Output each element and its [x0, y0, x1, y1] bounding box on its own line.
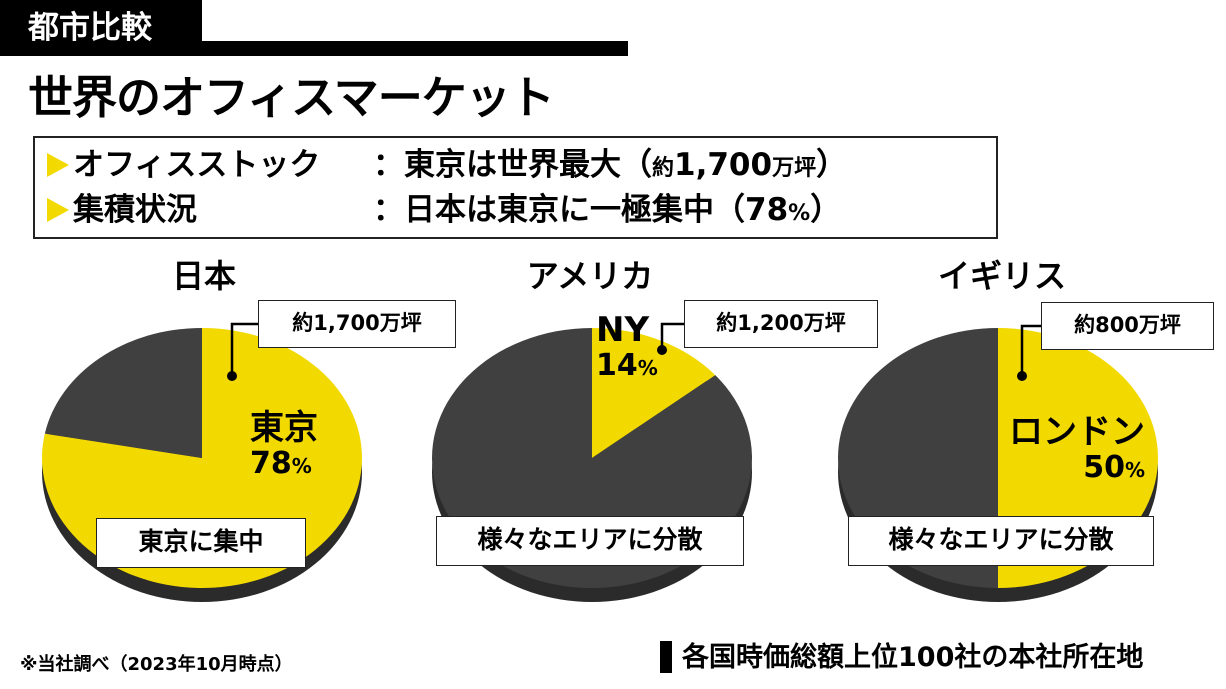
callout-dot-japan	[227, 371, 237, 381]
callout-uk: 約800万坪	[1041, 302, 1214, 350]
summary-value-small: 約	[652, 156, 675, 181]
triangle-bullet-icon	[47, 198, 69, 222]
page-title: 世界のオフィスマーケット	[28, 71, 555, 124]
note-uk: 様々なエリアに分散	[848, 516, 1154, 566]
note-japan: 東京に集中	[96, 518, 306, 568]
callout-usa: 約1,200万坪	[684, 300, 878, 348]
slice-label-tokyo: 東京 78%	[250, 408, 318, 482]
summary-row-stock: オフィスストック ：東京は世界最大（約1,700万坪）	[47, 143, 848, 187]
summary-value-prefix: ：東京は世界最大（	[373, 147, 652, 183]
pie-title-uk: イギリス	[937, 257, 1066, 295]
slice-pct: 14	[596, 348, 638, 384]
summary-row-concentration: 集積状況 ：日本は東京に一極集中（78%）	[47, 188, 842, 232]
summary-label: オフィスストック	[73, 147, 321, 183]
section-tag: 都市比較	[0, 0, 202, 56]
callout-leader-usa	[660, 322, 684, 350]
pie-slice-usa-0	[592, 328, 716, 458]
summary-value-main: 1,700	[674, 147, 773, 183]
slice-name: 東京	[250, 408, 318, 448]
slice-label-london: ロンドン 50%	[1005, 412, 1145, 486]
source-bar-icon	[660, 640, 672, 673]
source-note: 各国時価総額上位100社の本社所在地	[660, 640, 1143, 676]
pie-title-japan: 日本	[171, 257, 236, 295]
pie-title-usa: アメリカ	[526, 257, 654, 295]
summary-value-main: 78	[745, 192, 789, 228]
source-text: 各国時価総額上位100社の本社所在地	[682, 642, 1144, 673]
callout-japan: 約1,700万坪	[258, 300, 456, 348]
slice-pct: 50	[1083, 450, 1125, 486]
slice-pct: 78	[250, 446, 292, 482]
callout-leader-uk	[1020, 324, 1041, 376]
slice-label-ny: NY 14%	[596, 310, 658, 384]
callout-dot-uk	[1017, 371, 1027, 381]
summary-box: オフィスストック ：東京は世界最大（約1,700万坪） 集積状況 ：日本は東京に一極…	[33, 136, 998, 239]
slice-name: ロンドン	[1009, 412, 1145, 452]
pct-unit: %	[1124, 458, 1145, 483]
pct-unit: %	[637, 356, 658, 381]
slice-name: NY	[596, 310, 650, 350]
summary-value-unit: 万坪	[772, 156, 817, 181]
triangle-bullet-icon	[47, 153, 69, 177]
pct-unit: %	[291, 454, 312, 479]
note-usa: 様々なエリアに分散	[436, 516, 744, 566]
summary-value-unit: %	[788, 201, 811, 226]
summary-value-suffix: ）	[816, 147, 848, 183]
summary-value-suffix: ）	[810, 192, 842, 228]
header-rule	[202, 41, 628, 56]
callout-dot-usa	[657, 345, 667, 355]
footnote: ※当社調べ（2023年10月時点）	[20, 654, 293, 675]
pie-slice-japan-1	[44, 328, 202, 458]
callout-leader-japan	[230, 322, 258, 376]
summary-value-prefix: ：日本は東京に一極集中（	[373, 192, 745, 228]
summary-label: 集積状況	[73, 192, 197, 228]
